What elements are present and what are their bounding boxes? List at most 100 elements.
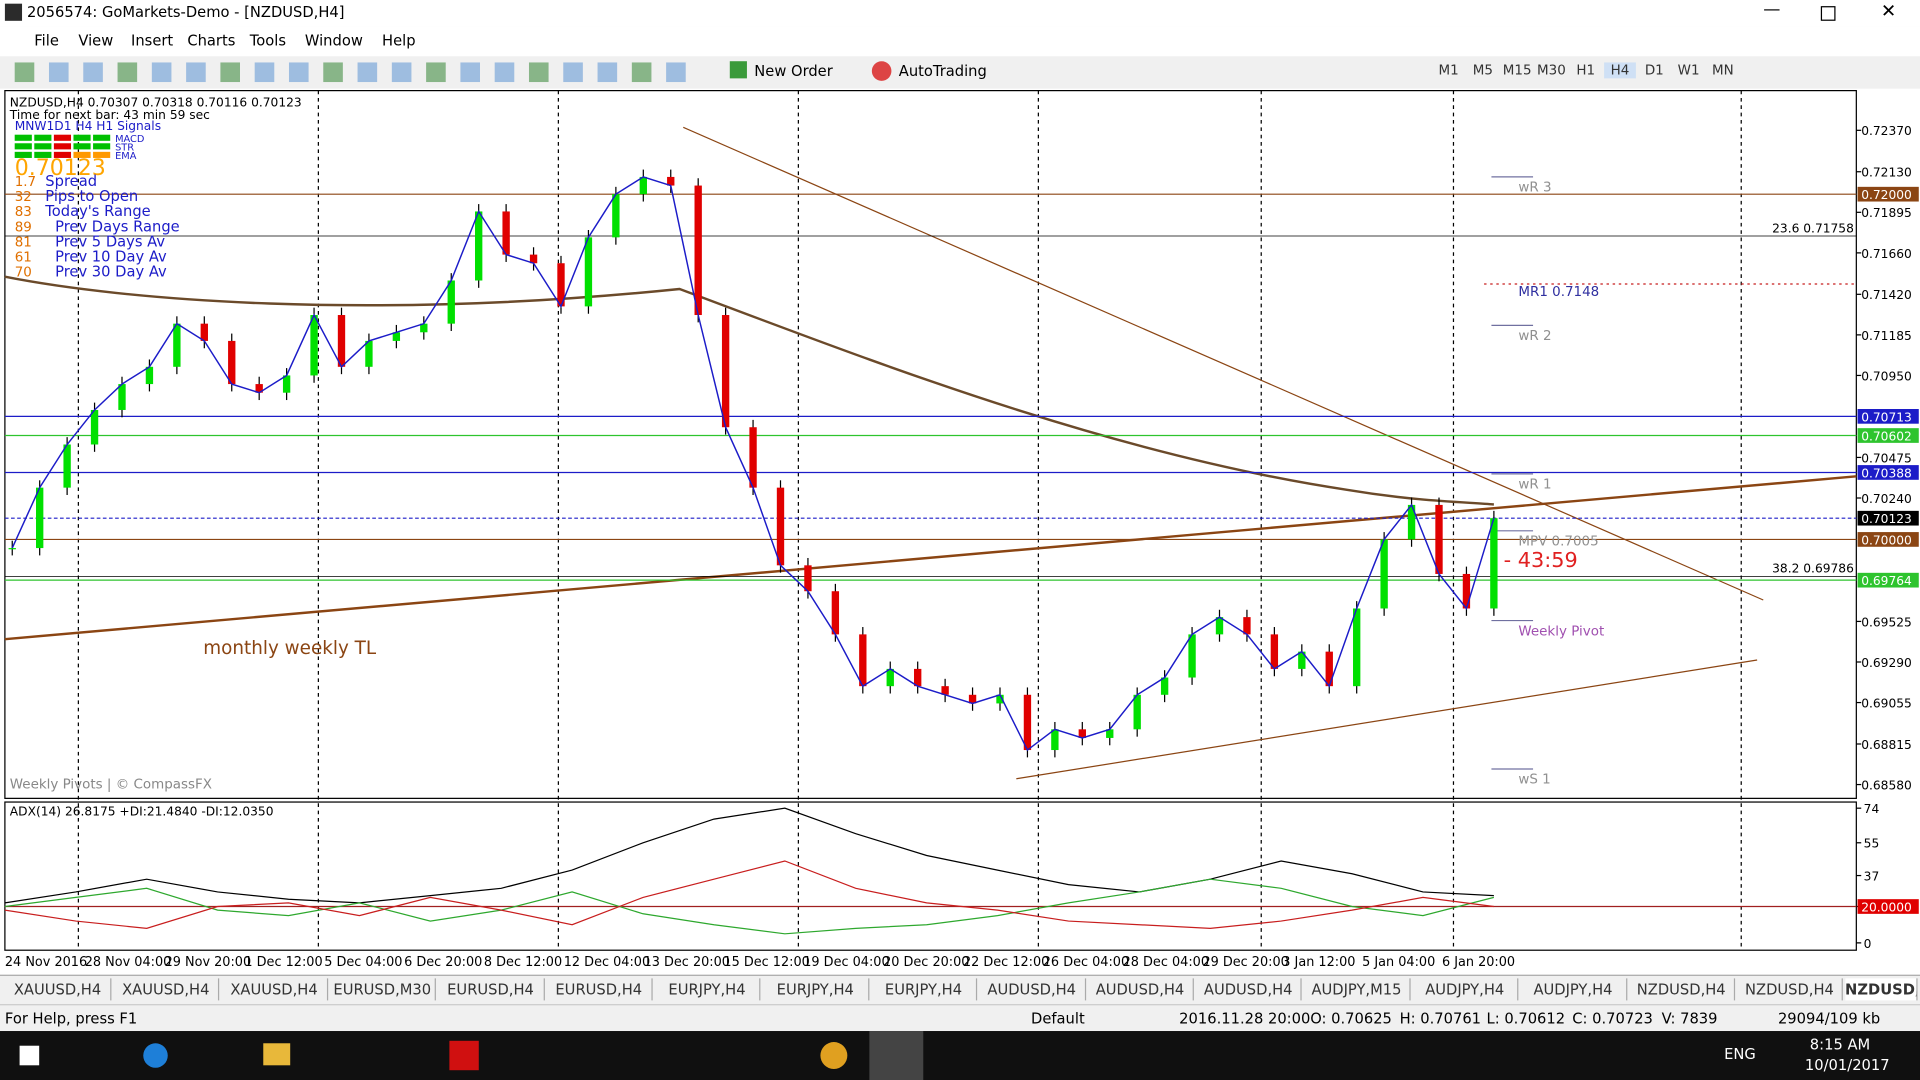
indicator-line: [4, 878, 1495, 935]
maximize-button[interactable]: [1820, 6, 1836, 21]
timeframe-button[interactable]: D1: [1644, 62, 1664, 79]
time-label: 22 Dec 12:00: [963, 955, 1049, 970]
timeframe-button[interactable]: M5: [1472, 62, 1493, 79]
edge-icon[interactable]: [143, 1043, 168, 1068]
toolbar-icon[interactable]: [48, 62, 69, 83]
toolbar-icon[interactable]: [186, 62, 206, 83]
candle-body: [968, 694, 977, 704]
toolbar-icon[interactable]: [391, 62, 412, 83]
candle-body: [1078, 729, 1086, 738]
y-tick-label: 0.69290: [1861, 656, 1912, 670]
toolbar-icon[interactable]: [460, 62, 481, 83]
chrome-icon[interactable]: [820, 1042, 848, 1069]
chart-tab[interactable]: EURUSD,M30: [330, 978, 437, 1001]
chart-tab[interactable]: EURJPY,H4: [871, 978, 978, 1001]
toolbar-icon[interactable]: [494, 62, 515, 83]
menu-item[interactable]: View: [78, 31, 114, 49]
candle-body: [1023, 694, 1032, 751]
chart-tab[interactable]: AUDUSD,H4: [1087, 978, 1194, 1001]
candle-body: [502, 211, 510, 255]
status-open: O: 0.70625: [1310, 1010, 1392, 1028]
candle-body: [365, 340, 373, 367]
toolbar-icon[interactable]: [426, 62, 446, 83]
chart-tab[interactable]: EURJPY,H4: [654, 978, 761, 1001]
menu-item[interactable]: File: [34, 31, 59, 49]
chart-tab[interactable]: AUDJPY,H4: [1412, 978, 1519, 1001]
signal-cell: [73, 151, 91, 158]
chart-tab[interactable]: EURUSD,H4: [546, 978, 653, 1001]
candle-body: [831, 591, 840, 635]
toolbar-icon[interactable]: [288, 62, 309, 83]
status-volume: V: 7839: [1661, 1010, 1718, 1028]
y-tick-label: 0.70475: [1861, 451, 1912, 465]
close-button[interactable]: ✕: [1880, 0, 1897, 23]
toolbar-icon[interactable]: [220, 62, 241, 83]
mt4-task[interactable]: [869, 1031, 924, 1080]
app-icon-k[interactable]: [449, 1040, 479, 1071]
timeframe-button[interactable]: MN: [1711, 62, 1734, 79]
menu-item[interactable]: Help: [382, 31, 416, 49]
toolbar-icon[interactable]: [83, 62, 103, 83]
toolbar-icon[interactable]: [597, 62, 618, 83]
status-low: L: 0.70612: [1486, 1010, 1566, 1028]
chart-tab[interactable]: NZDUSD,H4: [1737, 978, 1844, 1001]
time-label: 28 Dec 04:00: [1123, 955, 1209, 970]
candle-body: [1298, 651, 1306, 669]
toolbar-icon[interactable]: [357, 62, 378, 83]
y-tick-label: 0.70240: [1861, 492, 1912, 506]
explorer-icon[interactable]: [263, 1043, 291, 1066]
status-bar: For Help, press F1 Default 2016.11.28 20…: [0, 1004, 1920, 1033]
start-button[interactable]: [19, 1045, 40, 1066]
toolbar-icon[interactable]: [14, 62, 35, 83]
time-label: 29 Dec 20:00: [1202, 955, 1288, 970]
pivot-label: Weekly Pivot: [1518, 624, 1604, 639]
candle-body: [776, 487, 785, 566]
taskbar: ENG 8:15 AM 10/01/2017: [0, 1031, 1920, 1080]
timeframe-button[interactable]: M1: [1438, 62, 1459, 79]
level-label: 0.70123: [1861, 512, 1912, 526]
indicator-line: [4, 807, 1494, 904]
time-label: 20 Dec 20:00: [883, 955, 969, 970]
level-tag: [1857, 510, 1919, 526]
timeframe-button[interactable]: H4: [1604, 62, 1636, 79]
chart-tab[interactable]: XAUUSD,H4: [5, 978, 112, 1001]
chart-tab[interactable]: NZDUSD,H4: [1629, 978, 1736, 1001]
chart-tab[interactable]: NZDUSD,: [1845, 978, 1918, 1001]
toolbar-icon[interactable]: [323, 62, 343, 83]
title-bar: 2056574: GoMarkets-Demo - [NZDUSD,H4] — …: [0, 0, 1920, 27]
chart-tab[interactable]: AUDJPY,M15: [1304, 978, 1411, 1001]
autotrading-button[interactable]: AutoTrading: [898, 62, 987, 80]
timeframe-button[interactable]: M30: [1537, 62, 1566, 79]
toolbar-icon[interactable]: [528, 62, 549, 83]
chart-tab[interactable]: XAUUSD,H4: [221, 978, 328, 1001]
menu-item[interactable]: Window: [304, 31, 363, 49]
minimize-button[interactable]: —: [1763, 0, 1781, 20]
chart-tab[interactable]: AUDJPY,H4: [1520, 978, 1627, 1001]
toolbar-icon[interactable]: [631, 62, 652, 83]
level-tag: [1857, 428, 1919, 443]
new-order-button[interactable]: New Order: [754, 62, 833, 80]
toolbar-icon[interactable]: [563, 62, 583, 83]
chart-tab[interactable]: XAUUSD,H4: [113, 978, 220, 1001]
y-tick-label: 0.71895: [1861, 206, 1912, 220]
chart-tab[interactable]: EURJPY,H4: [763, 978, 870, 1001]
chart-tab[interactable]: EURUSD,H4: [438, 978, 545, 1001]
toolbar-icon[interactable]: [666, 62, 686, 83]
timeframe-button[interactable]: W1: [1677, 62, 1700, 79]
menu-item[interactable]: Tools: [249, 31, 286, 49]
candle-body: [392, 332, 401, 341]
candle-body: [941, 686, 949, 695]
signal-row-label: MACD: [115, 134, 144, 145]
timeframe-button[interactable]: M15: [1502, 62, 1532, 79]
candle-body: [1243, 617, 1251, 635]
chart-tab[interactable]: AUDUSD,H4: [1196, 978, 1303, 1001]
menu-item[interactable]: Charts: [187, 31, 236, 49]
toolbar-icon[interactable]: [151, 62, 172, 83]
toolbar-icon[interactable]: [117, 62, 138, 83]
chart-tab[interactable]: AUDUSD,H4: [979, 978, 1086, 1001]
trendline-label: monthly weekly TL: [203, 638, 377, 659]
menu-item[interactable]: Insert: [131, 31, 174, 49]
toolbar-icon[interactable]: [254, 62, 275, 83]
stat-value: 81: [15, 235, 32, 250]
timeframe-button[interactable]: H1: [1576, 62, 1596, 79]
